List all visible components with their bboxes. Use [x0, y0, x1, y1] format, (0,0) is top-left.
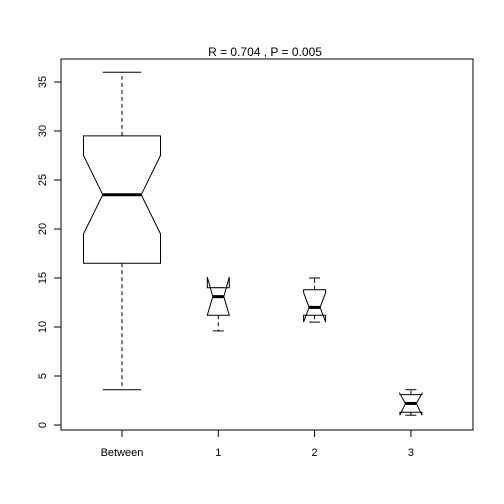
y-tick-label: 10	[37, 321, 49, 333]
y-tick-label: 35	[37, 76, 49, 88]
x-tick-label: Between	[101, 447, 144, 459]
y-tick-label: 25	[37, 174, 49, 186]
y-tick-label: 5	[37, 373, 49, 379]
x-tick-label: 2	[312, 447, 318, 459]
chart-title: R = 0.704 , P = 0.005	[208, 45, 322, 59]
y-tick-label: 0	[37, 422, 49, 428]
y-tick-label: 30	[37, 125, 49, 137]
box-group	[399, 389, 423, 416]
x-tick-label: 1	[215, 447, 221, 459]
box-group	[303, 277, 327, 323]
notched-box	[83, 135, 161, 264]
y-tick-label: 20	[37, 223, 49, 235]
box-group	[83, 71, 161, 391]
boxes	[83, 71, 423, 416]
x-tick-label: 3	[408, 447, 414, 459]
y-axis: 0 5 10 15 20 25 30 35	[37, 76, 62, 428]
box-group	[206, 276, 230, 332]
x-axis: Between 1 2 3	[101, 429, 414, 459]
y-tick-label: 15	[37, 272, 49, 284]
